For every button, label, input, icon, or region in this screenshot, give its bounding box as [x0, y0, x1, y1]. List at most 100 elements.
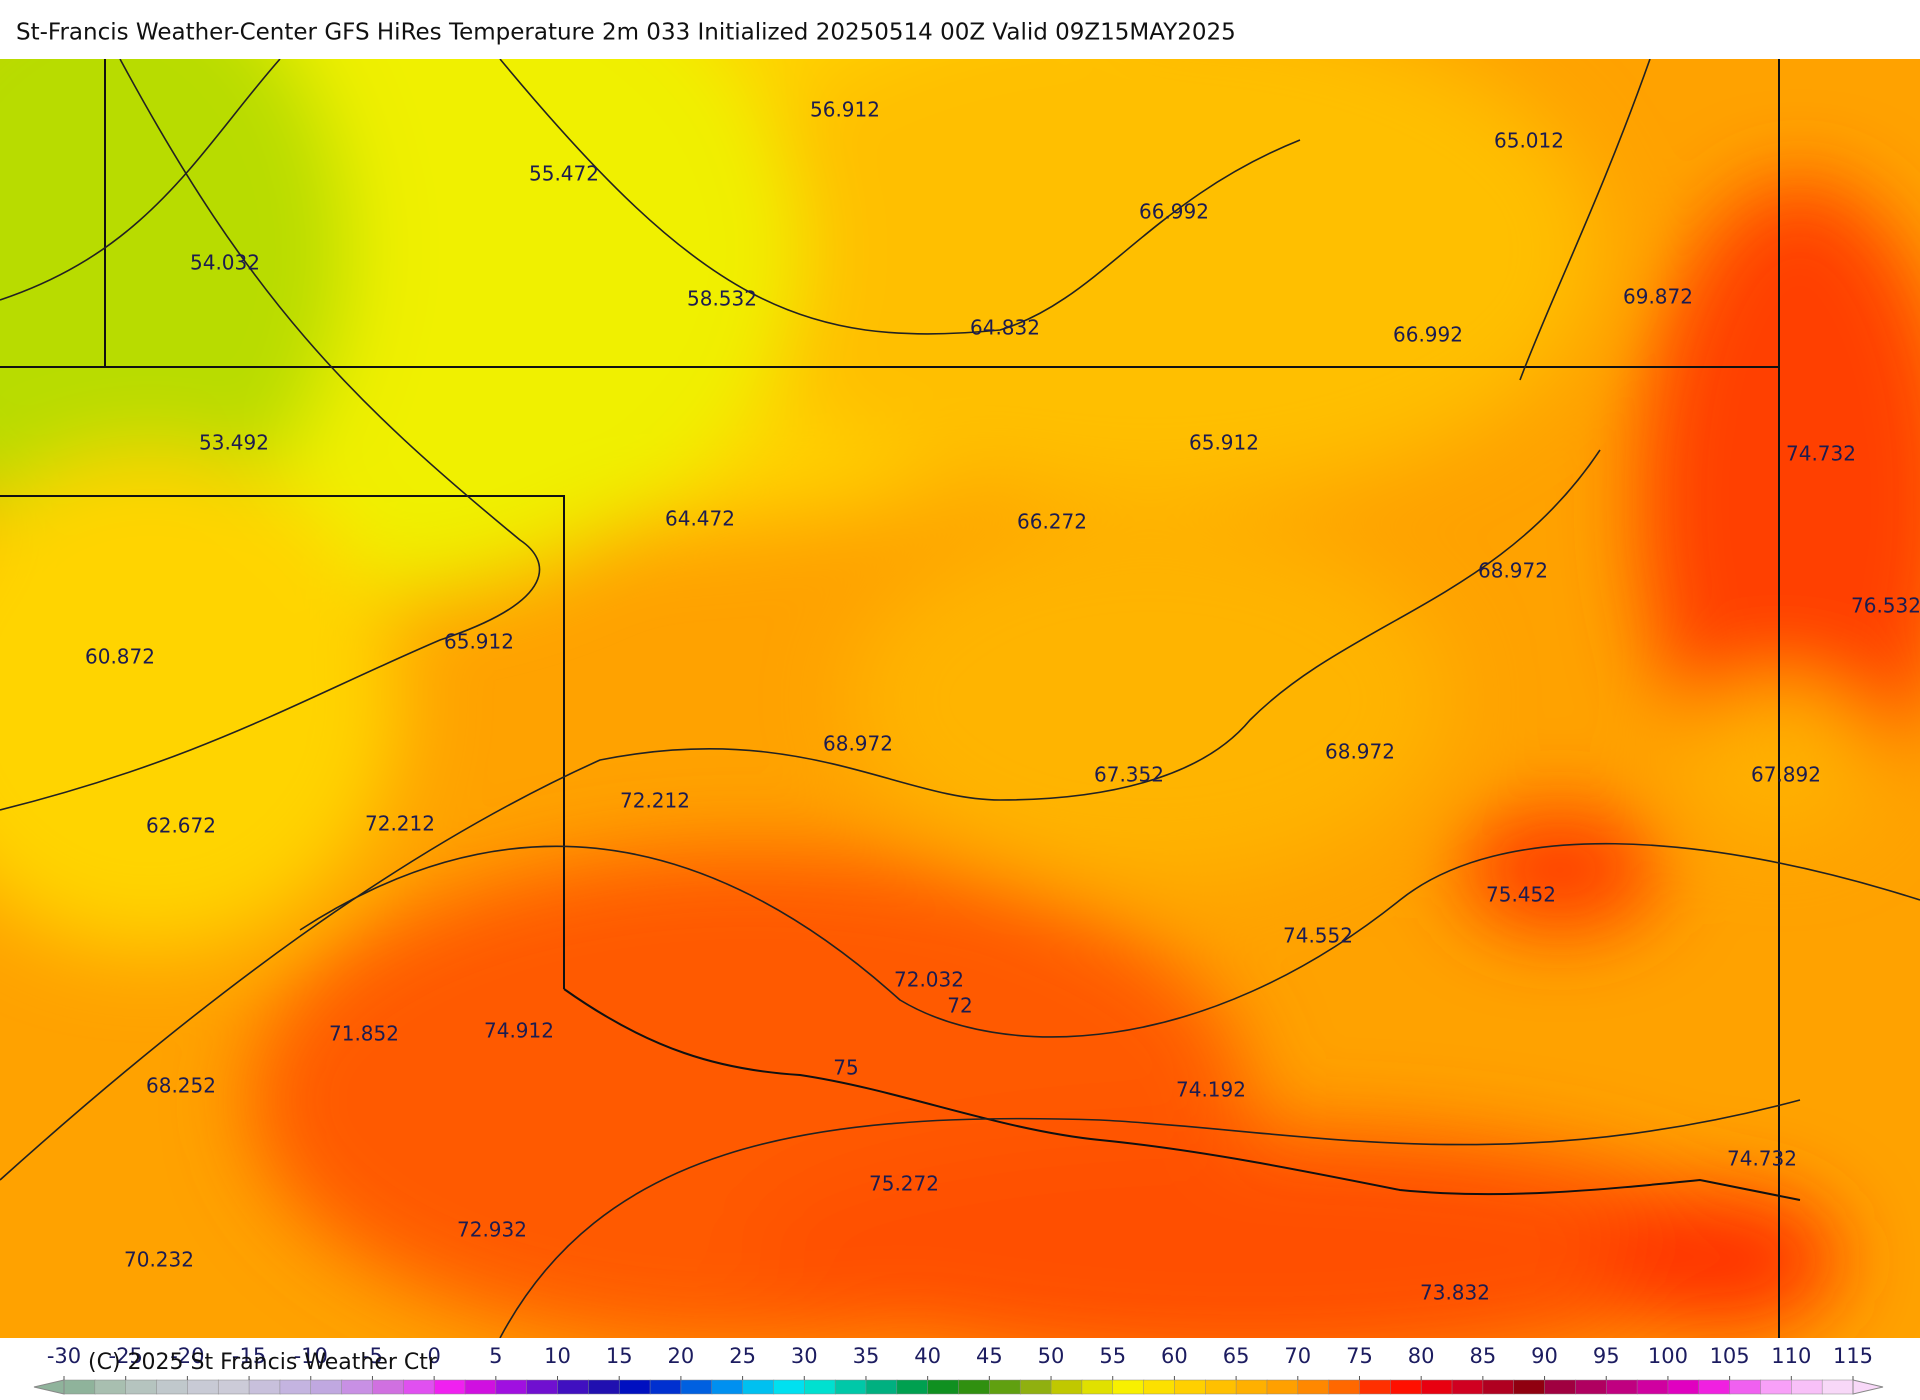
color-swatch [1821, 1379, 1854, 1395]
color-swatch [680, 1379, 713, 1395]
colorbar-tick-label: 0 [427, 1344, 440, 1368]
color-swatch [588, 1379, 620, 1395]
color-swatch [1544, 1379, 1577, 1395]
color-swatch [187, 1379, 219, 1395]
color-swatch [927, 1379, 960, 1395]
color-swatch [1266, 1379, 1299, 1395]
color-swatch [310, 1379, 343, 1395]
colorbar-arrow-right [1852, 1379, 1884, 1395]
colorbar-tick-label: 5 [489, 1344, 502, 1368]
color-swatch [557, 1379, 590, 1395]
temperature-label: 75.272 [869, 1172, 939, 1196]
temperature-label: 72.032 [894, 968, 964, 992]
temperature-label: 74.552 [1283, 924, 1353, 948]
color-swatch [649, 1379, 682, 1395]
color-swatch [433, 1379, 466, 1395]
temperature-label: 69.872 [1623, 285, 1693, 309]
temperature-label: 74.912 [484, 1019, 554, 1043]
color-swatch [464, 1379, 497, 1395]
color-swatch [989, 1379, 1021, 1395]
color-swatch [1513, 1379, 1546, 1395]
color-swatch [1297, 1379, 1330, 1395]
color-swatch [403, 1379, 435, 1395]
color-swatch [834, 1379, 867, 1395]
temperature-label: 72.212 [620, 789, 690, 813]
temperature-label: 68.972 [1325, 740, 1395, 764]
color-swatch [1760, 1379, 1793, 1395]
colorbar-tick-label: 40 [914, 1344, 941, 1368]
color-swatch [341, 1379, 374, 1395]
temperature-label: 67.352 [1094, 763, 1164, 787]
temperature-label: 73.832 [1420, 1281, 1490, 1305]
color-swatch [1575, 1379, 1607, 1395]
temperature-label: 68.972 [1478, 559, 1548, 583]
color-swatch [94, 1379, 127, 1395]
color-swatch [248, 1379, 281, 1395]
colorbar-tick-label: 15 [606, 1344, 633, 1368]
color-swatch [1050, 1379, 1083, 1395]
color-swatch [1143, 1379, 1176, 1395]
temperature-label: 74.732 [1786, 442, 1856, 466]
temperature-label: 56.912 [810, 98, 880, 122]
colorbar-tick-label: 45 [976, 1344, 1003, 1368]
temperature-label: 71.852 [329, 1022, 399, 1046]
color-swatch [1390, 1379, 1422, 1395]
colorbar-tick-label: 10 [544, 1344, 571, 1368]
colorbar-tick-label: 50 [1038, 1344, 1065, 1368]
color-swatch [1328, 1379, 1361, 1395]
colorbar-tick-label: 110 [1771, 1344, 1811, 1368]
temperature-label: 68.252 [146, 1074, 216, 1098]
color-swatch [1605, 1379, 1638, 1395]
color-swatch [896, 1379, 929, 1395]
color-swatch [217, 1379, 250, 1395]
temperature-label: 53.492 [199, 431, 269, 455]
colorbar-tick-label: 55 [1099, 1344, 1126, 1368]
map: 56.912 55.472 54.032 58.532 66.992 65.012 64.8… [0, 59, 1920, 1338]
colorbar-tick-label: 75 [1346, 1344, 1373, 1368]
colorbar-tick-label: 85 [1469, 1344, 1496, 1368]
map-labels: 56.912 55.472 54.032 58.532 66.992 65.012 64.8… [85, 98, 1920, 1305]
color-swatch [1482, 1379, 1515, 1395]
contours [0, 59, 1920, 1338]
boundaries [0, 59, 1801, 1338]
title: St-Francis Weather-Center GFS HiRes Temp… [16, 20, 1236, 46]
colorbar-tick-label: -5 [362, 1344, 383, 1368]
temperature-label: 65.012 [1494, 129, 1564, 153]
temperature-label: 64.832 [970, 316, 1040, 340]
color-swatch [1019, 1379, 1052, 1395]
colorbar-tick-label: 80 [1408, 1344, 1435, 1368]
colorbar-tick-label: 95 [1593, 1344, 1620, 1368]
color-swatch [711, 1379, 744, 1395]
colorbar: -30 -25 -20 -15 -10 -5 0 5 10 15 20 25 30 35 40 45 50 55 6… [33, 1344, 1884, 1395]
temperature-label: 72.212 [365, 812, 435, 836]
colorbar-tick-label: -25 [109, 1344, 143, 1368]
copyright: (C) 2025 St Francis Weather Ctr [88, 1350, 438, 1375]
temperature-label: 75.452 [1486, 883, 1556, 907]
temperature-label: 75 [833, 1056, 858, 1080]
color-swatch [958, 1379, 991, 1395]
colorbar-tick-label: 100 [1648, 1344, 1688, 1368]
color-swatch [1420, 1379, 1453, 1395]
colorbar-tick-label: 90 [1531, 1344, 1558, 1368]
color-swatch [865, 1379, 898, 1395]
color-swatch [526, 1379, 559, 1395]
color-swatch [1174, 1379, 1207, 1395]
temperature-label: 76.532 [1851, 594, 1920, 618]
color-swatch [742, 1379, 775, 1395]
temperature-label: 66.272 [1017, 510, 1087, 534]
temperature-label: 54.032 [190, 251, 260, 275]
temperature-label: 68.972 [823, 732, 893, 756]
color-swatch [1636, 1379, 1669, 1395]
color-swatch [372, 1379, 405, 1395]
temperature-label: 65.912 [1189, 431, 1259, 455]
color-swatch [1359, 1379, 1392, 1395]
color-swatch [125, 1379, 158, 1395]
colorbar-tick-label: 65 [1223, 1344, 1250, 1368]
color-swatch [1235, 1379, 1268, 1395]
colorbar-arrow-left [33, 1379, 65, 1395]
colorbar-tick-label: -10 [294, 1344, 328, 1368]
color-swatch [1729, 1379, 1762, 1395]
color-swatch [495, 1379, 528, 1395]
temperature-label: 55.472 [529, 162, 599, 186]
color-swatch [773, 1379, 806, 1395]
